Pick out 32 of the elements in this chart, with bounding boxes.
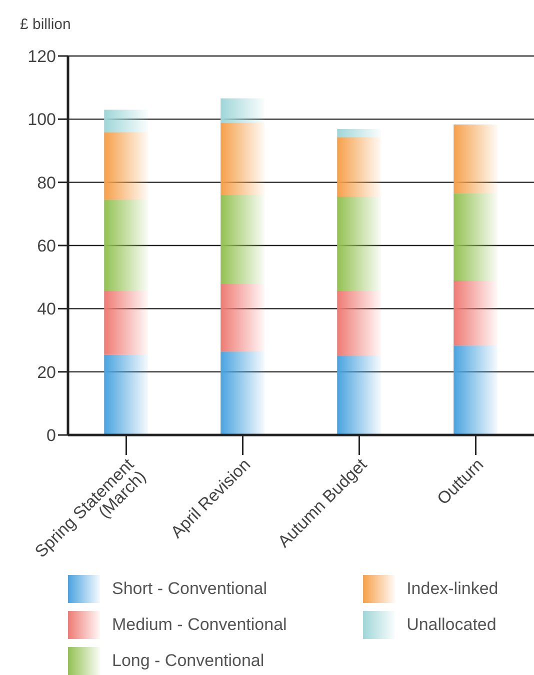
- legend-label: Long - Conventional: [112, 651, 264, 671]
- bar: [454, 345, 498, 435]
- bar: [454, 193, 498, 281]
- bar: [220, 98, 265, 123]
- bar: [454, 124, 498, 194]
- bar: [104, 132, 148, 200]
- legend-label: Index-linked: [406, 579, 498, 599]
- bar: [337, 128, 382, 138]
- legend-label: Short - Conventional: [112, 579, 267, 599]
- y-tick-label: 20: [37, 362, 56, 382]
- bar: [220, 122, 265, 195]
- bar: [220, 194, 265, 284]
- bar: [337, 355, 382, 435]
- y-axis-title: £ billion: [20, 16, 71, 33]
- y-tick-label: 40: [37, 300, 56, 319]
- bar: [337, 137, 382, 197]
- y-tick-label: 80: [37, 173, 56, 192]
- y-tick-label: 0: [46, 426, 56, 446]
- y-tick-label: 100: [28, 110, 56, 130]
- bar: [104, 110, 148, 132]
- bar: [454, 280, 498, 346]
- bar: [220, 284, 265, 352]
- legend-label: Medium - Conventional: [112, 615, 287, 635]
- bar: [104, 290, 148, 355]
- y-tick-label: 120: [28, 47, 56, 66]
- y-tick-label: 60: [37, 236, 56, 256]
- bar: [104, 199, 148, 291]
- bar: [104, 354, 148, 435]
- legend-label: Unallocated: [406, 615, 496, 635]
- bar: [337, 290, 382, 356]
- bar: [220, 351, 265, 435]
- bar: [337, 196, 382, 291]
